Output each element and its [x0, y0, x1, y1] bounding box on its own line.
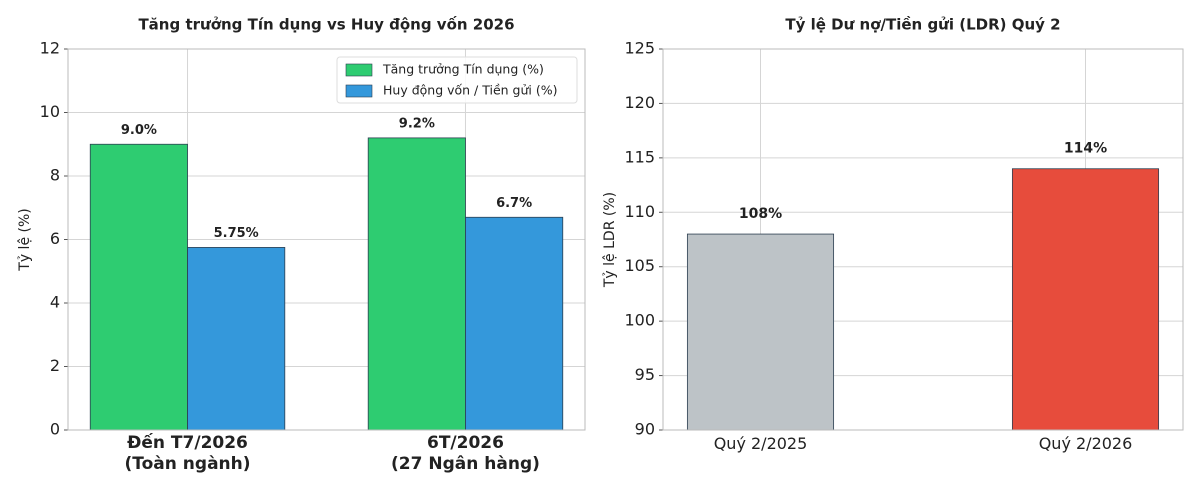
y-tick-label: 100	[624, 311, 655, 330]
x-tick-label: 6T/2026 (27 Ngân hàng)	[391, 433, 540, 474]
y-axis-label: Tỷ lệ LDR (%)	[602, 192, 618, 288]
y-tick-label: 8	[50, 166, 60, 185]
legend-swatch	[345, 63, 373, 77]
bar	[1011, 168, 1160, 431]
x-tick-label: Đến T7/2026 (Toàn ngành)	[124, 433, 251, 474]
legend-label: Tăng trưởng Tín dụng (%)	[382, 62, 544, 77]
x-tick-label: Quý 2/2026	[1038, 434, 1133, 453]
value-label: 9.2%	[399, 116, 435, 131]
value-label: 108%	[739, 206, 782, 222]
y-tick-label: 4	[50, 293, 60, 312]
value-label: 5.75%	[214, 226, 259, 241]
y-tick-label: 10	[40, 102, 60, 121]
bar	[187, 247, 286, 431]
y-tick-label: 95	[635, 365, 655, 384]
plot-frame	[662, 48, 1184, 431]
bar	[89, 143, 188, 431]
legend-swatch	[345, 84, 373, 98]
y-axis-label: Tỷ lệ (%)	[17, 208, 33, 271]
value-label: 6.7%	[496, 196, 532, 211]
y-tick-label: 6	[50, 229, 60, 248]
chart-title: Tỷ lệ Dư nợ/Tiền gửi (LDR) Quý 2	[785, 15, 1060, 34]
y-tick-label: 2	[50, 356, 60, 375]
value-label: 9.0%	[121, 123, 157, 138]
plot-frame	[67, 48, 586, 431]
legend-box	[336, 56, 578, 104]
y-tick-label: 0	[50, 420, 60, 439]
y-tick-label: 120	[624, 93, 655, 112]
y-tick-label: 105	[624, 256, 655, 275]
y-tick-label: 90	[635, 420, 655, 439]
legend-label: Huy động vốn / Tiền gửi (%)	[383, 83, 557, 98]
bar	[367, 137, 466, 431]
value-label: 114%	[1064, 141, 1107, 157]
chart-title: Tăng trưởng Tín dụng vs Huy động vốn 202…	[138, 15, 514, 34]
y-tick-label: 110	[624, 202, 655, 221]
x-tick-label: Quý 2/2025	[713, 434, 808, 453]
bar	[686, 233, 835, 431]
y-tick-label: 115	[624, 147, 655, 166]
bar	[465, 216, 564, 431]
y-tick-label: 125	[624, 39, 655, 58]
y-tick-label: 12	[40, 39, 60, 58]
